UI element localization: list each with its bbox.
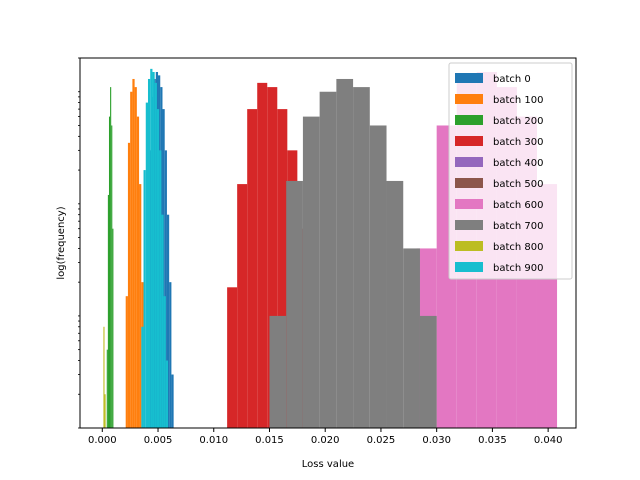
bar-series-3-bin-5 — [277, 109, 288, 428]
bar-series-1-bin-3 — [132, 78, 135, 428]
bar-series-3-bin-0 — [227, 287, 238, 428]
bar-series-2-bin-5 — [112, 228, 114, 428]
bar-series-9-bin-0 — [141, 326, 144, 428]
legend: batch 0 batch 100 batch 200 batch 300 batch … — [448, 62, 573, 280]
plot-area-frame — [79, 57, 577, 429]
bar-series-7-bin-8 — [403, 248, 420, 428]
bar-series-2-bin-1 — [107, 194, 109, 428]
bar-series-7-bin-5 — [353, 87, 370, 428]
x-tick-label: 0.010 — [199, 435, 228, 446]
legend-label-8: batch 800 — [493, 242, 544, 253]
legend-swatch-7 — [455, 220, 483, 230]
bar-series-7-bin-1 — [286, 180, 303, 428]
x-tick-label: 0.020 — [311, 435, 340, 446]
legend-label-7: batch 700 — [493, 221, 544, 232]
bar-series-9-bin-8 — [159, 150, 162, 428]
x-tick-label: 0.015 — [255, 435, 284, 446]
x-tick-label: 0.030 — [422, 435, 451, 446]
legend-label-1: batch 100 — [493, 95, 544, 106]
bar-series-9-bin-4 — [150, 68, 153, 429]
bar-series-9-bin-9 — [161, 214, 164, 428]
legend-label-6: batch 600 — [493, 200, 544, 211]
bar-series-9-bin-5 — [152, 72, 155, 428]
bar-series-7-bin-4 — [336, 78, 354, 428]
x-tick-label: 0.005 — [144, 435, 173, 446]
bar-series-7-bin-6 — [369, 125, 387, 428]
legend-swatch-1 — [455, 94, 483, 104]
bar-series-9-bin-2 — [145, 102, 148, 428]
x-axis-label: Loss value — [302, 459, 354, 470]
bar-series-7-bin-9 — [419, 315, 437, 428]
legend-swatch-5 — [455, 178, 483, 188]
bar-series-9-bin-7 — [156, 109, 160, 428]
bar-series-9-bin-6 — [154, 82, 157, 429]
bar-series-9-bin-10 — [163, 296, 166, 428]
x-tick-label: 0.025 — [367, 435, 396, 446]
legend-swatch-6 — [455, 199, 483, 209]
bar-series-0-bin-9 — [166, 214, 170, 428]
bar-series-2-bin-0 — [106, 349, 108, 428]
legend-label-5: batch 500 — [493, 179, 544, 190]
y-axis-ticks — [78, 57, 80, 429]
legend-label-4: batch 400 — [493, 158, 544, 169]
bar-series-0-bin-8 — [164, 150, 167, 428]
x-tick-label: 0.040 — [534, 435, 563, 446]
bar-series-0-bin-11 — [171, 374, 174, 428]
legend-swatch-3 — [455, 136, 483, 146]
bar-series-1-bin-0 — [125, 296, 128, 428]
legend-label-0: batch 0 — [493, 74, 531, 85]
bar-series-2-bin-4 — [111, 125, 113, 428]
bar-series-3-bin-4 — [267, 87, 278, 428]
bar-series-3-bin-2 — [247, 109, 258, 428]
bar-series-9-bin-11 — [165, 360, 169, 428]
bar-series-7-bin-3 — [319, 91, 337, 429]
x-tick-label: 0.000 — [88, 435, 117, 446]
bar-series-2-bin-3 — [110, 87, 112, 428]
bar-series-3-bin-1 — [237, 184, 248, 428]
bar-series-0-bin-10 — [169, 282, 172, 428]
legend-swatch-2 — [455, 115, 483, 125]
legend-label-9: batch 900 — [493, 263, 544, 274]
bar-series-1-bin-2 — [130, 91, 133, 429]
bar-series-1-bin-6 — [139, 184, 142, 428]
bar-series-1-bin-4 — [134, 87, 137, 428]
bar-series-7-bin-2 — [302, 116, 320, 429]
bar-series-7-bin-7 — [386, 180, 404, 428]
bar-series-1-bin-1 — [127, 142, 131, 428]
bar-series-2-bin-2 — [108, 116, 111, 429]
x-axis-ticks: 0.000 0.005 0.010 0.015 0.020 0.025 0.030 0.035… — [88, 428, 562, 446]
bar-series-7-bin-0 — [269, 315, 287, 428]
legend-swatch-9 — [455, 262, 483, 272]
legend-swatch-0 — [455, 73, 483, 83]
bar-series-9-bin-3 — [147, 78, 151, 428]
legend-label-2: batch 200 — [493, 116, 544, 127]
bar-series-8-bin-0 — [103, 326, 105, 428]
y-axis-label: log(frequency) — [56, 206, 67, 279]
bar-series-1-bin-5 — [136, 116, 140, 429]
legend-swatch-4 — [455, 157, 483, 167]
legend-swatch-8 — [455, 241, 483, 251]
bar-series-8-bin-1 — [104, 394, 106, 428]
legend-label-3: batch 300 — [493, 137, 544, 148]
x-tick-label: 0.035 — [478, 435, 507, 446]
bar-series-9-bin-1 — [143, 170, 146, 428]
bar-series-3-bin-3 — [257, 82, 268, 429]
